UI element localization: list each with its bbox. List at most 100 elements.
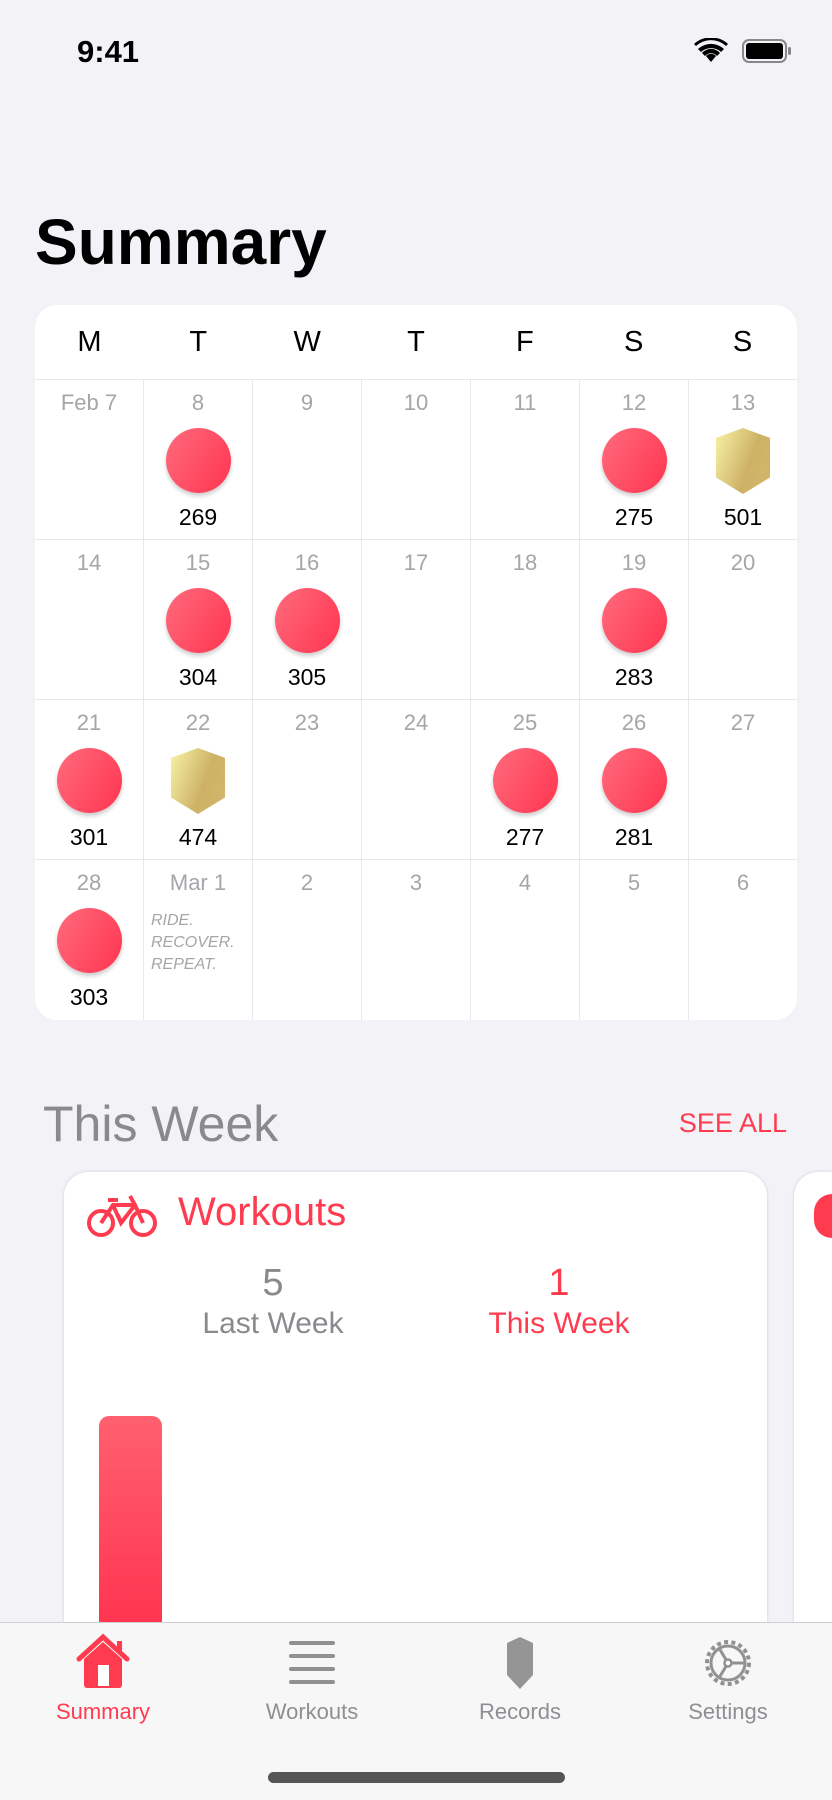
workout-dot-icon bbox=[166, 588, 231, 653]
tab-bar: Summary Workouts Records Settings bbox=[0, 1622, 832, 1800]
calendar-day[interactable]: 6 bbox=[689, 860, 797, 1020]
this-week-value: 1 bbox=[548, 1262, 570, 1304]
calendar-week: 14 15 304 16 305 17 18 19 283 20 bbox=[35, 540, 797, 700]
workout-dot-icon bbox=[57, 748, 122, 813]
this-week-stat: 1 This Week bbox=[429, 1262, 689, 1341]
day-date: 9 bbox=[300, 390, 314, 415]
workout-dot-icon bbox=[166, 428, 231, 493]
weekday-label: M bbox=[77, 326, 102, 358]
calendar-day[interactable]: 26 281 bbox=[580, 700, 689, 859]
note-line: RIDE. bbox=[151, 912, 194, 929]
day-value: 281 bbox=[614, 824, 654, 850]
workout-dot-icon bbox=[493, 748, 558, 813]
calendar-day[interactable]: 3 bbox=[362, 860, 471, 1020]
calendar-day[interactable]: 20 bbox=[689, 540, 797, 699]
weekday-label: S bbox=[624, 326, 644, 358]
note-line: REPEAT. bbox=[151, 956, 217, 973]
calendar-day[interactable]: 16 305 bbox=[253, 540, 362, 699]
calendar-day[interactable]: 25 277 bbox=[471, 700, 580, 859]
day-date: 11 bbox=[513, 390, 537, 415]
weekday-label: W bbox=[293, 326, 321, 358]
workouts-card[interactable]: Workouts 5 Last Week 1 This Week bbox=[64, 1172, 767, 1622]
battery-icon bbox=[742, 39, 791, 63]
record-shield-icon bbox=[716, 428, 770, 494]
day-value: 501 bbox=[723, 504, 763, 530]
calendar-day[interactable]: 12 275 bbox=[580, 380, 689, 539]
day-date: 23 bbox=[294, 710, 320, 735]
workout-dot-icon bbox=[275, 588, 340, 653]
day-date: 8 bbox=[191, 390, 205, 415]
calendar-day[interactable]: 8 269 bbox=[144, 380, 253, 539]
weekday-label: T bbox=[189, 326, 208, 358]
day-date: 5 bbox=[627, 870, 641, 895]
calendar-day[interactable]: 18 bbox=[471, 540, 580, 699]
list-icon bbox=[289, 1641, 335, 1684]
note-line: RECOVER. bbox=[151, 934, 235, 951]
next-card-icon bbox=[814, 1194, 832, 1238]
day-date: 3 bbox=[409, 870, 423, 895]
last-week-value: 5 bbox=[262, 1262, 284, 1304]
weekday-label: S bbox=[732, 326, 753, 358]
day-date: 2 bbox=[300, 870, 314, 895]
workout-dot-icon bbox=[57, 908, 122, 973]
status-time: 9:41 bbox=[77, 34, 140, 69]
see-all-button[interactable]: SEE ALL bbox=[678, 1108, 787, 1138]
day-value: 305 bbox=[287, 664, 327, 690]
tab-label: Settings bbox=[688, 1699, 768, 1724]
calendar-day[interactable]: 24 bbox=[362, 700, 471, 859]
calendar-day[interactable]: Feb 7 bbox=[35, 380, 144, 539]
last-week-bar bbox=[99, 1416, 162, 1622]
last-week-label: Last Week bbox=[202, 1307, 344, 1340]
home-indicator[interactable] bbox=[268, 1772, 565, 1783]
day-date: 22 bbox=[185, 710, 211, 735]
day-date: 25 bbox=[512, 710, 538, 735]
day-date: 16 bbox=[294, 550, 320, 575]
calendar-day[interactable]: 5 bbox=[580, 860, 689, 1020]
house-icon bbox=[76, 1633, 130, 1688]
calendar-day[interactable]: 14 bbox=[35, 540, 144, 699]
this-week-label: This Week bbox=[488, 1307, 630, 1340]
day-date: 4 bbox=[518, 870, 532, 895]
workouts-card-title: Workouts bbox=[178, 1190, 347, 1234]
calendar-week: 21 301 22 474 23 24 25 277 26 281 27 bbox=[35, 700, 797, 860]
calendar-day[interactable]: 9 bbox=[253, 380, 362, 539]
wifi-icon bbox=[694, 38, 728, 62]
calendar-day[interactable]: 21 301 bbox=[35, 700, 144, 859]
calendar-day[interactable]: 28 303 bbox=[35, 860, 144, 1020]
day-date: 18 bbox=[512, 550, 538, 575]
calendar-day[interactable]: 19 283 bbox=[580, 540, 689, 699]
bicycle-icon bbox=[87, 1195, 157, 1237]
status-icons bbox=[694, 38, 792, 64]
tab-label: Summary bbox=[55, 1699, 151, 1724]
calendar-day[interactable]: 11 bbox=[471, 380, 580, 539]
day-value: 275 bbox=[614, 504, 654, 530]
day-value: 277 bbox=[505, 824, 545, 850]
day-value: 303 bbox=[69, 984, 109, 1010]
day-value: 301 bbox=[69, 824, 109, 850]
next-card[interactable] bbox=[794, 1172, 832, 1622]
shield-icon bbox=[507, 1637, 533, 1689]
calendar-day[interactable]: 23 bbox=[253, 700, 362, 859]
day-date: Feb 7 bbox=[60, 390, 118, 415]
day-date: 27 bbox=[730, 710, 756, 735]
calendar-day[interactable]: 27 bbox=[689, 700, 797, 859]
day-value: 304 bbox=[178, 664, 218, 690]
workout-dot-icon bbox=[602, 588, 667, 653]
calendar-day[interactable]: 2 bbox=[253, 860, 362, 1020]
calendar-day[interactable]: 4 bbox=[471, 860, 580, 1020]
calendar-week: 28 303 Mar 1 RIDE. RECOVER. REPEAT. 2 3 4 5 6 bbox=[35, 860, 797, 1020]
calendar-day[interactable]: 17 bbox=[362, 540, 471, 699]
weekday-label: T bbox=[407, 326, 425, 358]
gear-icon bbox=[705, 1640, 751, 1686]
calendar-day[interactable]: 15 304 bbox=[144, 540, 253, 699]
this-week-heading: This Week bbox=[43, 1096, 279, 1152]
calendar-day[interactable]: Mar 1 RIDE. RECOVER. REPEAT. bbox=[144, 860, 253, 1020]
day-value: 474 bbox=[178, 824, 218, 850]
day-date: 20 bbox=[730, 550, 756, 575]
calendar-day[interactable]: 13 501 bbox=[689, 380, 797, 539]
calendar-day[interactable]: 22 474 bbox=[144, 700, 253, 859]
day-date: 28 bbox=[76, 870, 102, 895]
calendar-day[interactable]: 10 bbox=[362, 380, 471, 539]
